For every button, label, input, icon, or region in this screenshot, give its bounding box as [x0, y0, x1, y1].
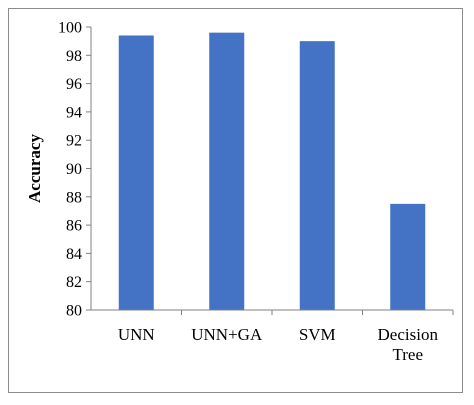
x-axis-labels: UNN UNN+GA SVM Decision Tree — [118, 310, 454, 364]
y-tick-label: 96 — [66, 76, 82, 93]
x-category-label: Decision Tree — [378, 325, 439, 364]
y-tick-label: 82 — [66, 274, 82, 291]
y-tick-label: 88 — [66, 189, 82, 206]
y-tick-label: 84 — [66, 246, 82, 263]
y-tick-label: 90 — [66, 161, 82, 178]
x-category-label: SVM — [299, 325, 336, 344]
y-axis-ticks: 80 82 84 86 88 90 92 94 96 98 100 — [58, 20, 91, 320]
bar — [118, 35, 154, 311]
bar — [390, 203, 426, 310]
x-category-label: UNN — [118, 325, 155, 344]
y-tick-label: 100 — [58, 20, 82, 37]
y-tick-label: 86 — [66, 218, 82, 235]
y-tick-label: 98 — [66, 48, 82, 65]
bars — [118, 32, 426, 311]
y-tick-label: 80 — [66, 303, 82, 320]
x-category-label: UNN+GA — [191, 325, 263, 344]
bar — [299, 41, 335, 311]
y-tick-label: 94 — [66, 104, 82, 121]
bar — [209, 32, 245, 310]
y-axis-title: Accuracy — [25, 134, 44, 203]
y-tick-label: 92 — [66, 133, 82, 150]
